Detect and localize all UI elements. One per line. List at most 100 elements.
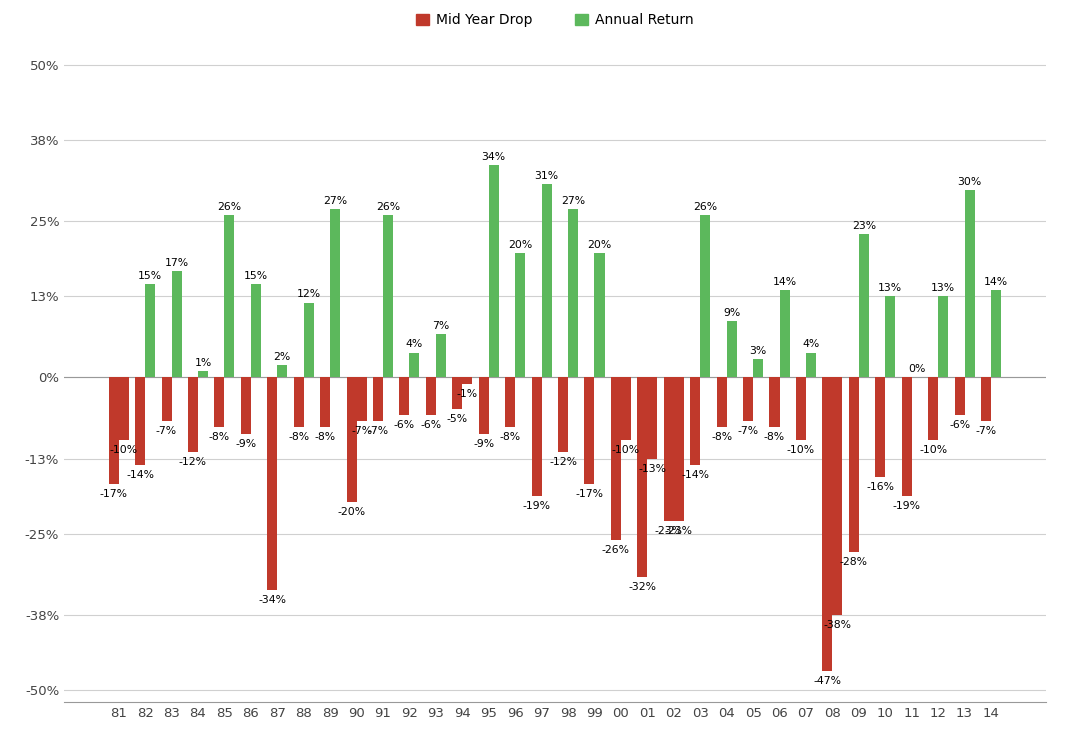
- Text: -6%: -6%: [420, 420, 442, 430]
- Bar: [542, 184, 552, 378]
- Text: 14%: 14%: [984, 277, 1008, 287]
- Text: -7%: -7%: [737, 426, 759, 436]
- Text: -8%: -8%: [499, 433, 521, 442]
- Bar: [172, 271, 181, 378]
- Bar: [320, 378, 330, 427]
- Text: -17%: -17%: [575, 488, 604, 498]
- Text: 4%: 4%: [405, 340, 424, 350]
- Text: -32%: -32%: [628, 582, 656, 592]
- Bar: [611, 378, 621, 540]
- Bar: [145, 284, 155, 378]
- Text: -9%: -9%: [473, 439, 494, 448]
- Text: -1%: -1%: [457, 389, 478, 399]
- Text: 27%: 27%: [323, 196, 347, 206]
- Bar: [330, 209, 340, 378]
- Bar: [991, 290, 1001, 378]
- Bar: [558, 378, 568, 452]
- Bar: [277, 365, 287, 378]
- Bar: [637, 378, 648, 578]
- Bar: [585, 378, 594, 484]
- Bar: [224, 215, 235, 378]
- Bar: [505, 378, 515, 427]
- Text: -10%: -10%: [110, 445, 138, 455]
- Bar: [118, 378, 129, 440]
- Bar: [928, 378, 938, 440]
- Bar: [531, 378, 542, 496]
- Text: 26%: 26%: [218, 202, 241, 212]
- Text: 30%: 30%: [957, 177, 982, 187]
- Text: -38%: -38%: [824, 620, 851, 630]
- Text: 7%: 7%: [432, 321, 449, 331]
- Bar: [823, 378, 832, 671]
- Bar: [267, 378, 277, 590]
- Bar: [700, 215, 711, 378]
- Bar: [753, 359, 763, 378]
- Bar: [373, 378, 383, 421]
- Bar: [875, 378, 886, 477]
- Text: -7%: -7%: [975, 426, 997, 436]
- Text: -19%: -19%: [523, 501, 551, 511]
- Bar: [399, 378, 410, 415]
- Bar: [214, 378, 224, 427]
- Bar: [727, 322, 736, 378]
- Text: 9%: 9%: [723, 308, 740, 318]
- Text: 13%: 13%: [878, 283, 903, 293]
- Bar: [848, 378, 859, 553]
- Bar: [690, 378, 700, 465]
- Bar: [886, 296, 895, 378]
- Text: -8%: -8%: [315, 433, 336, 442]
- Text: 14%: 14%: [773, 277, 797, 287]
- Bar: [383, 215, 393, 378]
- Bar: [479, 378, 489, 433]
- Bar: [717, 378, 727, 427]
- Text: 15%: 15%: [138, 271, 162, 281]
- Bar: [293, 378, 304, 427]
- Text: -5%: -5%: [447, 414, 467, 424]
- Text: 26%: 26%: [376, 202, 400, 212]
- Text: -6%: -6%: [949, 420, 970, 430]
- Text: -8%: -8%: [209, 433, 230, 442]
- Bar: [955, 378, 965, 415]
- Text: -34%: -34%: [258, 595, 286, 605]
- Bar: [673, 378, 684, 521]
- Bar: [251, 284, 261, 378]
- Bar: [161, 378, 172, 421]
- Text: 2%: 2%: [273, 352, 291, 362]
- Text: -20%: -20%: [337, 507, 366, 517]
- Bar: [859, 234, 869, 378]
- Bar: [198, 371, 208, 378]
- Bar: [664, 378, 673, 521]
- Bar: [594, 253, 605, 378]
- Bar: [462, 378, 473, 384]
- Text: 15%: 15%: [244, 271, 268, 281]
- Text: -47%: -47%: [813, 676, 842, 686]
- Text: -12%: -12%: [550, 458, 577, 467]
- Text: 13%: 13%: [931, 283, 955, 293]
- Text: -14%: -14%: [126, 470, 154, 480]
- Bar: [806, 353, 816, 378]
- Bar: [796, 378, 806, 440]
- Text: -23%: -23%: [655, 526, 683, 536]
- Bar: [648, 378, 657, 458]
- Text: -13%: -13%: [638, 464, 667, 473]
- Bar: [568, 209, 578, 378]
- Text: -14%: -14%: [681, 470, 710, 480]
- Text: -26%: -26%: [602, 545, 630, 555]
- Text: -8%: -8%: [711, 433, 732, 442]
- Text: 4%: 4%: [802, 340, 819, 350]
- Text: 1%: 1%: [194, 358, 211, 368]
- Bar: [241, 378, 251, 433]
- Text: -10%: -10%: [919, 445, 947, 455]
- Text: -10%: -10%: [611, 445, 640, 455]
- Text: -8%: -8%: [764, 433, 785, 442]
- Text: 31%: 31%: [535, 171, 559, 181]
- Bar: [769, 378, 780, 427]
- Bar: [780, 290, 790, 378]
- Bar: [304, 303, 314, 378]
- Text: -7%: -7%: [367, 426, 388, 436]
- Bar: [452, 378, 462, 408]
- Text: 34%: 34%: [481, 152, 506, 162]
- Text: -9%: -9%: [235, 439, 256, 448]
- Text: -19%: -19%: [893, 501, 921, 511]
- Text: -7%: -7%: [156, 426, 177, 436]
